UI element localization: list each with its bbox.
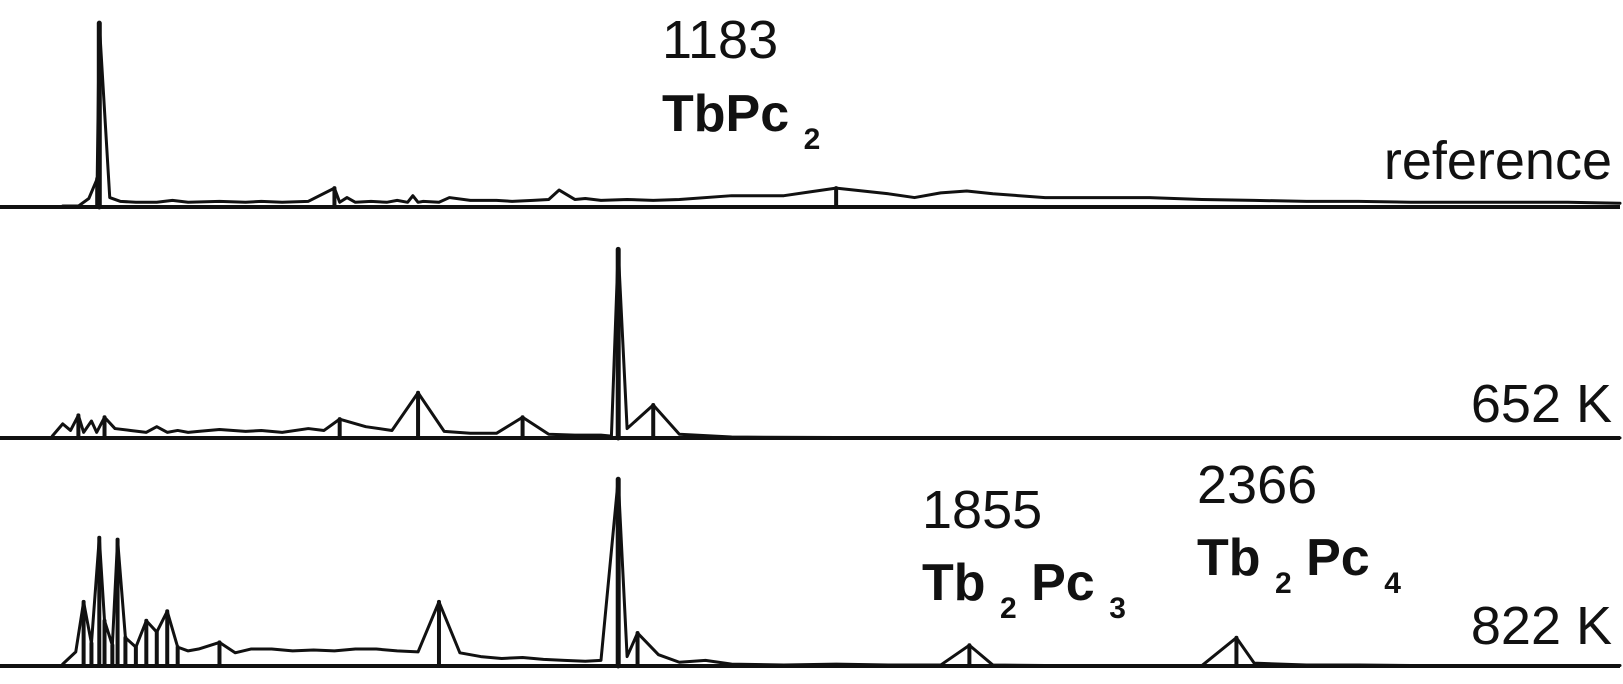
annotation-tbpc2-formula: TbPc 2 xyxy=(662,85,820,156)
annotation-tb2pc3-part1: Tb xyxy=(922,554,986,612)
annotation-2366-mass: 2366 xyxy=(1197,455,1317,515)
series-layer xyxy=(50,20,1622,669)
annotation-tbpc2-sub: 2 xyxy=(804,123,821,156)
annotation-tb2pc4-sub2: 4 xyxy=(1384,567,1401,600)
annotation-tb2pc4-sub1: 2 xyxy=(1275,567,1292,600)
annotation-tb2pc3-formula: Tb 2 Pc 3 xyxy=(922,554,1126,630)
annotation-tb2pc4-formula: Tb 2 Pc 4 xyxy=(1197,529,1401,605)
annotation-1183-mass: 1183 xyxy=(662,10,778,70)
annotation-tb2pc3-part2: Pc xyxy=(1031,554,1095,612)
annotation-tb2pc4-part2: Pc xyxy=(1306,529,1370,587)
series-line-0 xyxy=(61,21,1622,208)
annotation-tb2pc3-sub2: 3 xyxy=(1109,592,1126,625)
panel-label-652k: 652 K xyxy=(1471,374,1612,434)
panel-label-reference: reference xyxy=(1384,131,1612,191)
series-line-1 xyxy=(50,247,1622,440)
annotation-tb2pc3-sub1: 2 xyxy=(1000,592,1017,625)
annotation-tbpc2-main: TbPc xyxy=(662,85,789,143)
annotation-tb2pc4-part1: Tb xyxy=(1197,529,1261,587)
annotation-1855-mass: 1855 xyxy=(922,480,1042,540)
panel-label-822k: 822 K xyxy=(1471,596,1612,656)
labels-layer: reference 652 K 822 K 1183 TbPc 2 1855 T… xyxy=(662,10,1612,656)
